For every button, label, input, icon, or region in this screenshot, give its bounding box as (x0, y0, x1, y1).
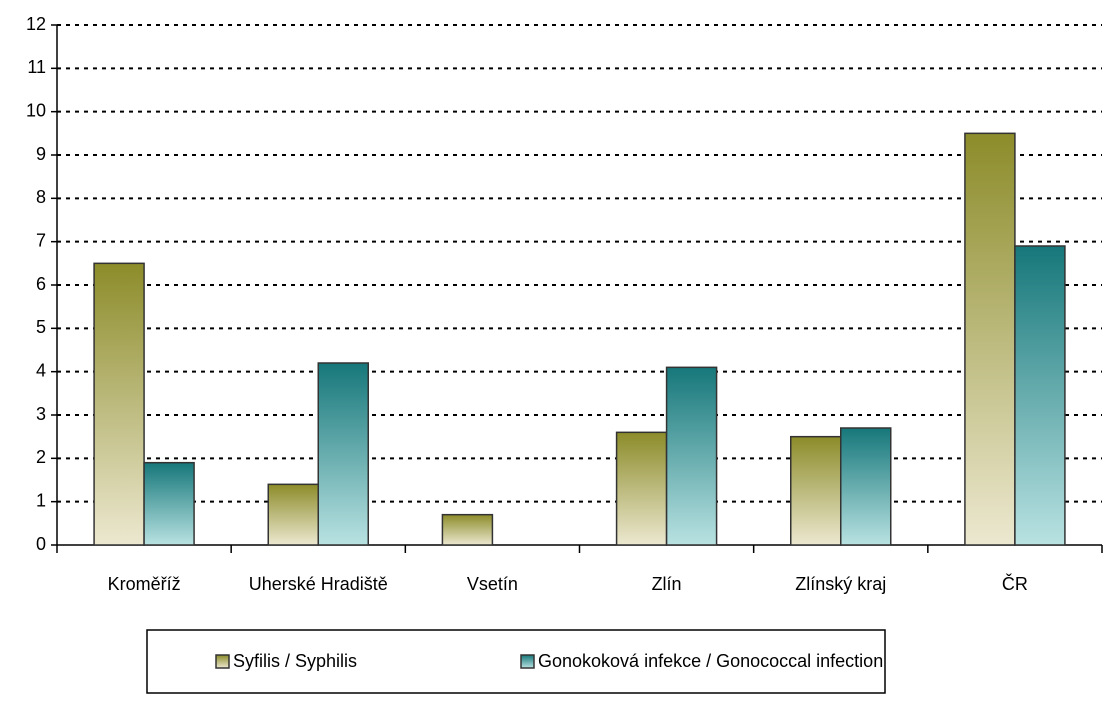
y-tick-label: 3 (36, 404, 46, 424)
x-tick-label: Zlínský kraj (795, 574, 886, 594)
legend-swatch (215, 654, 230, 669)
y-tick-label: 5 (36, 317, 46, 337)
y-tick-label: 0 (36, 534, 46, 554)
x-tick-label: Uherské Hradiště (249, 574, 388, 594)
y-tick-label: 10 (26, 100, 46, 120)
bar (317, 362, 369, 546)
bar (615, 431, 668, 546)
y-tick-label: 11 (27, 57, 46, 77)
bar (840, 427, 892, 546)
y-tick-label: 7 (36, 230, 46, 250)
legend-box (146, 629, 886, 694)
y-tick-label: 2 (36, 447, 46, 467)
x-tick-label: Zlín (652, 574, 682, 594)
bar (441, 513, 494, 546)
bar (790, 435, 842, 546)
legend-label: Syfilis / Syphilis (233, 651, 357, 671)
y-tick-label: 1 (36, 490, 46, 510)
y-tick-label: 12 (26, 14, 46, 34)
legend-swatch (520, 654, 535, 669)
y-tick-label: 4 (36, 360, 46, 380)
legend-label: Gonokoková infekce / Gonococcal infectio… (538, 651, 883, 671)
bar (665, 366, 718, 546)
y-tick-label: 8 (36, 187, 46, 207)
bar (143, 461, 195, 546)
bar (93, 262, 145, 546)
x-tick-label: ČR (1002, 573, 1028, 594)
bar (267, 483, 319, 546)
x-tick-label: Vsetín (467, 574, 518, 594)
bar (1014, 245, 1066, 546)
x-tick-label: Kroměříž (108, 574, 181, 594)
bar (964, 132, 1016, 546)
y-tick-label: 9 (36, 144, 46, 164)
y-tick-label: 6 (36, 274, 46, 294)
